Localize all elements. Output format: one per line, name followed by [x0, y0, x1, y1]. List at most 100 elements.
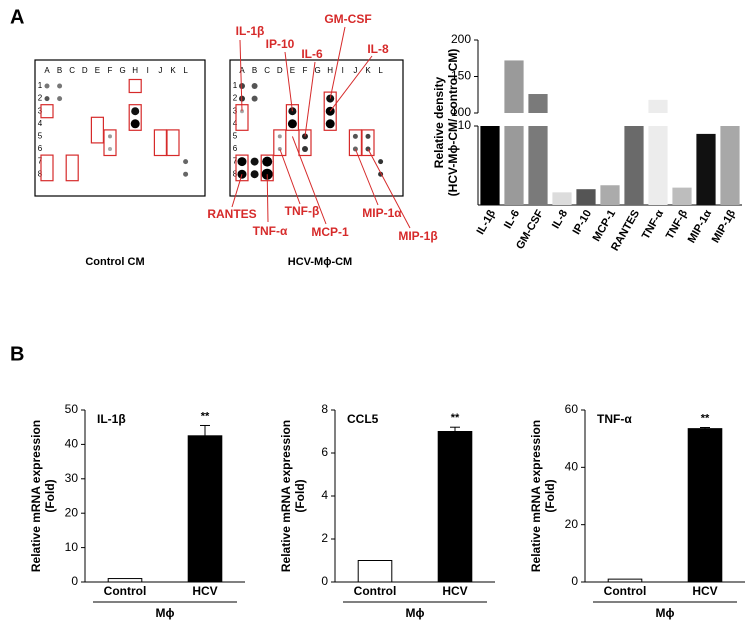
blot-spot	[57, 96, 63, 102]
y-axis-label: (Fold)	[543, 479, 557, 512]
x-tick-label: IL-8	[550, 208, 570, 231]
highlight-box	[166, 129, 180, 157]
blot-row: 8	[233, 169, 238, 178]
blot-column: L	[183, 66, 188, 75]
highlight-box	[65, 154, 79, 182]
bar	[528, 126, 548, 205]
blot-spot	[44, 83, 50, 89]
blot-column: F	[303, 66, 308, 75]
pointer-line	[367, 148, 411, 229]
chart-title: TNF-α	[597, 412, 632, 426]
blot-spot	[237, 157, 247, 167]
blot-spot	[44, 96, 50, 102]
blot-column: L	[378, 66, 383, 75]
highlight-box	[285, 104, 299, 131]
blot-spot	[352, 133, 358, 139]
y-tick-label: 8	[321, 402, 328, 416]
x-tick-label: TNF-α	[640, 208, 666, 242]
cytokine-label: RANTES	[207, 207, 256, 221]
pointer-line	[239, 39, 243, 112]
blot-caption: HCV-Mϕ-CM	[288, 256, 352, 268]
y-axis-label: Relative mRNA expression	[279, 420, 293, 572]
highlight-box	[40, 104, 54, 119]
y-tick-label: 0	[321, 574, 328, 588]
blot-row: 4	[233, 119, 238, 128]
y-tick-label: 20	[65, 505, 79, 519]
y-tick-label: 2	[321, 531, 328, 545]
bar	[600, 185, 620, 205]
blot-row: 2	[233, 94, 238, 103]
bar	[696, 133, 716, 205]
y-tick-label: 150	[451, 69, 471, 83]
x-tick-label: Control	[354, 584, 397, 598]
blot-spot	[183, 171, 189, 177]
blot-column: H	[327, 66, 333, 75]
highlight-box	[273, 129, 287, 157]
group-label: Mϕ	[406, 606, 425, 620]
cytokine-label: MCP-1	[311, 225, 349, 239]
y-tick-label: 10	[65, 540, 79, 554]
blot-frame	[34, 59, 206, 197]
highlight-box	[103, 129, 117, 157]
blot-spot	[108, 147, 112, 151]
blot-column: J	[353, 66, 357, 75]
blot-column: C	[264, 66, 270, 75]
blot-column: H	[132, 66, 138, 75]
x-tick-label: Control	[104, 584, 147, 598]
x-tick-label: IP-10	[571, 208, 595, 237]
bar	[107, 578, 143, 583]
cytokine-label: GM-CSF	[324, 12, 371, 26]
highlight-box	[128, 78, 142, 94]
cytokine-label: TNF-α	[253, 224, 288, 238]
y-tick-label: 30	[65, 471, 79, 485]
bar	[687, 428, 723, 583]
pointer-line	[266, 174, 269, 223]
y-tick-label: 10	[458, 118, 472, 132]
blot-column: G	[314, 66, 320, 75]
bar-upper	[648, 99, 668, 113]
x-tick-label: Control	[604, 584, 647, 598]
y-tick-label: 20	[565, 517, 579, 531]
bar	[552, 192, 572, 205]
group-label: Mϕ	[656, 606, 675, 620]
y-tick-label: 4	[321, 488, 328, 502]
blot-spot	[108, 134, 112, 139]
highlight-box	[235, 154, 249, 182]
y-axis-label: Relative density	[432, 76, 446, 168]
panel-label: A	[10, 6, 24, 28]
y-tick-label: 200	[451, 32, 471, 46]
highlight-box	[153, 129, 167, 157]
blot-caption: Control CM	[85, 256, 144, 268]
blot-spot	[251, 95, 258, 102]
blot-spot	[250, 157, 259, 166]
chart-title: CCL5	[347, 412, 379, 426]
blot-frame	[229, 59, 404, 197]
blot-spot	[378, 159, 384, 165]
blot-row: 4	[38, 119, 43, 128]
blot-row: 1	[38, 81, 43, 90]
blot-spot	[250, 170, 259, 179]
x-tick-label: HCV	[692, 584, 717, 598]
bar	[187, 435, 223, 583]
y-tick-label: 6	[321, 445, 328, 459]
cytokine-label: IL-8	[367, 42, 389, 56]
blot-column: E	[290, 66, 295, 75]
x-tick-label: HCV	[192, 584, 217, 598]
blot-column: K	[170, 66, 176, 75]
y-axis-label: (Fold)	[43, 479, 57, 512]
blot-column: D	[277, 66, 283, 75]
blot-row: 3	[38, 106, 43, 115]
x-tick-label: MIP-1β	[710, 208, 739, 245]
panel-label: B	[10, 343, 24, 365]
highlight-box	[40, 154, 54, 182]
blot-column: E	[95, 66, 100, 75]
blot-column: A	[44, 66, 50, 75]
blot-column: B	[252, 66, 257, 75]
y-axis-label: (HCV-Mϕ-CM/ control CM)	[446, 49, 460, 197]
x-tick-label: IL-1β	[475, 208, 499, 237]
cytokine-label: MIP-1β	[398, 229, 437, 243]
pointer-line	[279, 148, 301, 205]
blot-spot	[57, 83, 63, 89]
cytokine-label: TNF-β	[285, 204, 320, 218]
